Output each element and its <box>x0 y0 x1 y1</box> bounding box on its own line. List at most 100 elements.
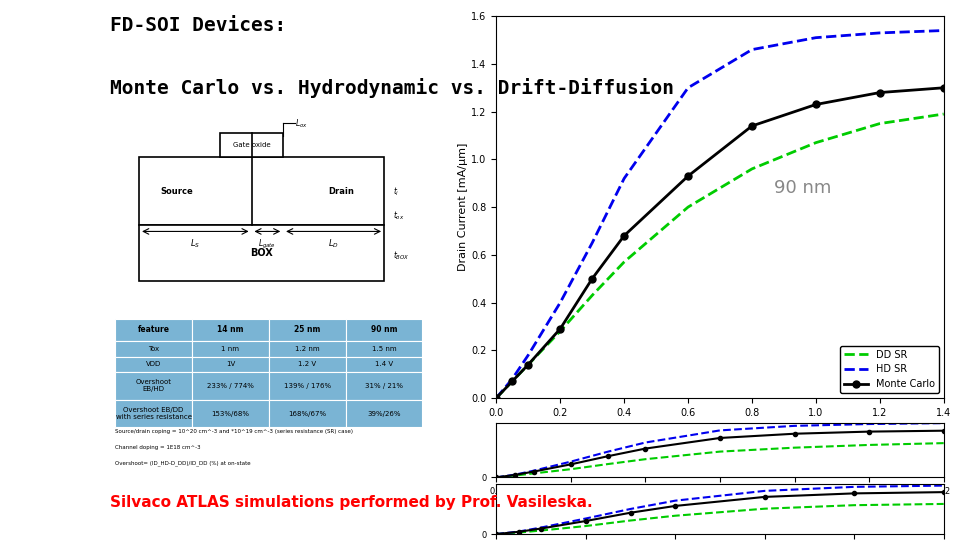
Bar <box>269 341 346 356</box>
Text: Overshoot EB/DD
with series resistance: Overshoot EB/DD with series resistance <box>115 407 192 420</box>
DD SR <box>938 111 949 117</box>
Legend: DD SR, HD SR, Monte Carlo: DD SR, HD SR, Monte Carlo <box>840 346 939 393</box>
DD SR <box>618 259 630 265</box>
Line: HD SR: HD SR <box>496 31 944 398</box>
Monte Carlo <box>555 326 566 332</box>
Text: 31% / 21%: 31% / 21% <box>365 383 403 389</box>
HD SR <box>587 240 598 246</box>
DD SR <box>491 395 502 401</box>
Text: $L_D$: $L_D$ <box>328 238 339 250</box>
HD SR <box>555 299 566 306</box>
DD SR <box>522 361 534 368</box>
Text: Drain: Drain <box>328 187 353 196</box>
HD SR <box>746 46 757 53</box>
DD SR <box>874 120 885 127</box>
Text: Silvaco ATLAS simulations performed by Prof. Vasileska.: Silvaco ATLAS simulations performed by P… <box>110 495 593 510</box>
Text: $t_{BOX}$: $t_{BOX}$ <box>393 250 409 262</box>
Line: DD SR: DD SR <box>496 114 944 398</box>
Text: Channel doping = 1E18 cm^-3: Channel doping = 1E18 cm^-3 <box>115 445 201 450</box>
Text: 233% / 774%: 233% / 774% <box>207 383 253 389</box>
Monte Carlo <box>587 275 598 282</box>
Text: 1.5 nm: 1.5 nm <box>372 346 396 352</box>
Text: 139% / 176%: 139% / 176% <box>283 383 331 389</box>
Monte Carlo <box>810 101 822 107</box>
Bar <box>192 400 269 428</box>
Bar <box>346 356 422 372</box>
X-axis label: Drain Voltage [V]: Drain Voltage [V] <box>678 502 762 511</box>
Bar <box>346 341 422 356</box>
Bar <box>192 319 269 341</box>
HD SR <box>938 28 949 34</box>
Text: feature: feature <box>137 325 170 334</box>
DD SR <box>810 139 822 146</box>
Bar <box>269 400 346 428</box>
Monte Carlo <box>507 378 518 384</box>
Text: 39%/26%: 39%/26% <box>368 410 400 417</box>
Text: 90 nm: 90 nm <box>371 325 397 334</box>
HD SR <box>507 376 518 382</box>
Bar <box>139 157 384 225</box>
Text: $L_{ox}$: $L_{ox}$ <box>295 117 307 130</box>
Text: Source: Source <box>160 187 193 196</box>
Monte Carlo <box>618 233 630 239</box>
Text: Tox: Tox <box>148 346 159 352</box>
Monte Carlo <box>746 123 757 129</box>
Monte Carlo <box>491 395 502 401</box>
Text: Gate oxide: Gate oxide <box>232 142 271 148</box>
Text: 14 nm: 14 nm <box>217 325 244 334</box>
Text: 1.2 V: 1.2 V <box>299 361 316 367</box>
Text: 1 nm: 1 nm <box>222 346 239 352</box>
Text: BOX: BOX <box>251 248 273 258</box>
Text: 1V: 1V <box>226 361 235 367</box>
DD SR <box>746 166 757 172</box>
X-axis label: Drain Voltage [V]: Drain Voltage [V] <box>672 423 768 433</box>
Text: $L_S$: $L_S$ <box>190 238 201 250</box>
HD SR <box>522 352 534 358</box>
Text: Overshoot
EB/HD: Overshoot EB/HD <box>135 380 172 393</box>
DD SR <box>683 204 694 211</box>
Bar <box>115 341 192 356</box>
Monte Carlo <box>683 173 694 179</box>
DD SR <box>507 378 518 384</box>
Text: 153%/68%: 153%/68% <box>211 410 250 417</box>
Bar <box>139 225 384 281</box>
HD SR <box>683 85 694 91</box>
DD SR <box>587 292 598 299</box>
Y-axis label: Drain Current [mA/μm]: Drain Current [mA/μm] <box>459 143 468 271</box>
Text: $L_{gate}$: $L_{gate}$ <box>258 238 276 251</box>
Bar <box>192 356 269 372</box>
Line: Monte Carlo: Monte Carlo <box>492 84 948 401</box>
Bar <box>269 372 346 400</box>
HD SR <box>810 35 822 41</box>
Bar <box>346 400 422 428</box>
Text: VDD: VDD <box>146 361 161 367</box>
Text: FD-SOI Devices:: FD-SOI Devices: <box>110 16 287 35</box>
Text: Monte Carlo vs. Hydrodynamic vs. Drift-Diffusion: Monte Carlo vs. Hydrodynamic vs. Drift-D… <box>110 78 674 98</box>
Monte Carlo <box>938 85 949 91</box>
Text: 168%/67%: 168%/67% <box>288 410 326 417</box>
HD SR <box>874 30 885 36</box>
Monte Carlo <box>522 361 534 368</box>
HD SR <box>491 395 502 401</box>
Bar <box>192 372 269 400</box>
HD SR <box>618 175 630 181</box>
Text: Overshoot= (ID_HD-D_DD)/ID_DD (%) at on-state: Overshoot= (ID_HD-D_DD)/ID_DD (%) at on-… <box>115 460 251 466</box>
Text: 1.4 V: 1.4 V <box>375 361 393 367</box>
Bar <box>115 372 192 400</box>
Bar <box>269 319 346 341</box>
Text: $t_i$: $t_i$ <box>393 185 399 198</box>
Bar <box>192 341 269 356</box>
Text: 90 nm: 90 nm <box>774 179 831 197</box>
Text: 25 nm: 25 nm <box>294 325 321 334</box>
Bar <box>346 319 422 341</box>
Bar <box>115 319 192 341</box>
Bar <box>115 319 422 428</box>
Monte Carlo <box>874 89 885 96</box>
Bar <box>115 400 192 428</box>
Bar <box>269 356 346 372</box>
Bar <box>220 133 283 157</box>
Bar <box>346 372 422 400</box>
Text: $t_{ox}$: $t_{ox}$ <box>393 210 404 222</box>
DD SR <box>555 328 566 334</box>
Text: 1.2 nm: 1.2 nm <box>295 346 320 352</box>
